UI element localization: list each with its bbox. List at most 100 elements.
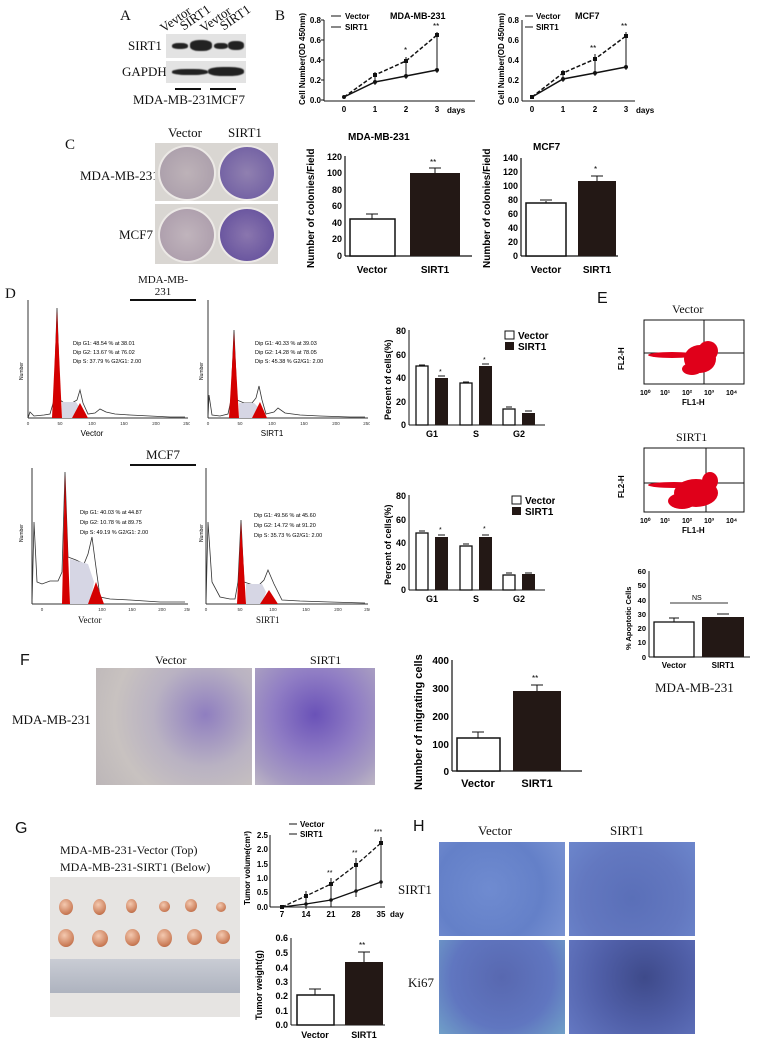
y-axis-label: Percent of cells(%) — [383, 504, 393, 585]
svg-text:7: 7 — [280, 910, 285, 919]
svg-text:100: 100 — [98, 607, 106, 612]
svg-text:250: 250 — [183, 421, 190, 426]
svg-text:0.0: 0.0 — [508, 96, 520, 105]
ihc-image-sirt1-vector — [439, 842, 565, 936]
migration-image-vector — [96, 668, 252, 785]
svg-text:SIRT1: SIRT1 — [300, 830, 323, 839]
svg-text:days: days — [447, 106, 466, 115]
flow-plot-sirt1: FL2-H 10⁰ 10¹ 10² 10³ 10⁴ FL1-H — [617, 447, 745, 535]
histogram-mda-sirt1: Number 0 50 100 150 200 250 Dip G1: 40.33 % a… — [199, 300, 370, 438]
svg-text:60: 60 — [396, 350, 406, 360]
y-axis-label: Cell Number(OD 450nm) — [497, 13, 506, 105]
svg-text:Vector: Vector — [518, 331, 549, 342]
svg-text:Dip S: 35.73 % G2/G1: 2.00: Dip S: 35.73 % G2/G1: 2.00 — [254, 533, 322, 539]
svg-text:Vector: Vector — [81, 429, 104, 438]
svg-text:100: 100 — [503, 181, 518, 191]
svg-text:50: 50 — [237, 607, 243, 612]
y-axis-label: Cell Number(OD 450nm) — [298, 13, 307, 105]
svg-text:**: ** — [433, 22, 439, 31]
histogram-mcf7-vector-label: Vector — [78, 615, 102, 625]
svg-text:Number: Number — [19, 524, 25, 542]
svg-text:150: 150 — [302, 607, 310, 612]
svg-text:0.0: 0.0 — [275, 1020, 288, 1030]
svg-text:100: 100 — [432, 740, 449, 751]
svg-text:10¹: 10¹ — [660, 390, 671, 397]
svg-text:0: 0 — [342, 105, 347, 114]
svg-text:**: ** — [590, 44, 596, 53]
svg-text:250: 250 — [184, 607, 190, 612]
chart-title: MDA-MB-231 — [348, 132, 410, 143]
chart-c-mda: MDA-MB-231 Number of colonies/Field 0 20 4… — [306, 132, 472, 268]
svg-text:10⁴: 10⁴ — [726, 518, 738, 525]
colony-plate-mda — [155, 143, 278, 201]
svg-text:0.8: 0.8 — [310, 16, 322, 25]
svg-text:*: * — [404, 46, 407, 55]
svg-text:Vector: Vector — [301, 1030, 329, 1040]
svg-text:10²: 10² — [682, 390, 693, 397]
svg-text:80: 80 — [396, 491, 406, 501]
svg-text:***: *** — [374, 829, 382, 836]
svg-text:2: 2 — [404, 105, 409, 114]
svg-text:60: 60 — [396, 515, 406, 525]
svg-text:1.5: 1.5 — [257, 860, 269, 869]
svg-text:40: 40 — [332, 218, 342, 228]
svg-text:80: 80 — [332, 185, 342, 195]
svg-text:SIRT1: SIRT1 — [518, 342, 547, 353]
svg-text:NS: NS — [692, 595, 702, 602]
svg-text:0.2: 0.2 — [310, 76, 322, 85]
svg-text:Dip G2: 14.28 % at 78.05: Dip G2: 14.28 % at 78.05 — [255, 350, 317, 356]
migration-col-vector: Vector — [155, 653, 187, 667]
svg-text:Dip S: 37.79 % G2/G1: 2.00: Dip S: 37.79 % G2/G1: 2.00 — [73, 359, 141, 365]
svg-text:140: 140 — [503, 153, 518, 163]
svg-text:Vector: Vector — [357, 265, 388, 276]
svg-text:60: 60 — [332, 201, 342, 211]
svg-text:60: 60 — [508, 209, 518, 219]
blot-row-label-sirt1: SIRT1 — [128, 38, 162, 53]
xenograft-caption-top: MDA-MB-231-Vector (Top) — [60, 843, 198, 857]
svg-text:Tumor weight(g): Tumor weight(g) — [254, 950, 264, 1020]
xenograft-caption-below: MDA-MB-231-SIRT1 (Below) — [60, 860, 211, 874]
svg-text:20: 20 — [332, 234, 342, 244]
svg-text:SIRT1: SIRT1 — [536, 23, 559, 32]
svg-text:20: 20 — [396, 397, 406, 407]
svg-text:G2: G2 — [513, 429, 525, 439]
svg-text:Vector: Vector — [461, 778, 495, 790]
migration-image-sirt1 — [255, 668, 375, 785]
svg-text:0: 0 — [530, 105, 535, 114]
chart-b-mcf7: MCF7 Cell Number(OD 450nm) 0.0 0.2 0.4 0.6 0… — [497, 11, 655, 115]
svg-text:0.4: 0.4 — [275, 963, 288, 973]
chart-d-mcf7-cycle: Percent of cells(%) 0 20 40 60 80 * * G1 S G2 V… — [383, 491, 555, 604]
svg-text:Vector: Vector — [300, 820, 324, 829]
svg-text:35: 35 — [377, 910, 386, 919]
svg-text:300: 300 — [432, 684, 449, 695]
svg-text:*: * — [439, 527, 442, 534]
svg-text:2.5: 2.5 — [257, 831, 269, 840]
migration-row-label: MDA-MB-231 — [12, 712, 91, 727]
panel-a-letter: A — [120, 8, 131, 24]
svg-text:0: 0 — [41, 607, 44, 612]
svg-text:20: 20 — [396, 562, 406, 572]
ihc-col-vector: Vector — [478, 823, 512, 838]
svg-text:14: 14 — [302, 910, 311, 919]
svg-text:**: ** — [327, 870, 333, 877]
svg-text:FL1-H: FL1-H — [682, 398, 705, 407]
svg-text:SIRT1: SIRT1 — [351, 1030, 377, 1040]
svg-text:0.1: 0.1 — [275, 1006, 288, 1016]
svg-text:Number of migrating cells: Number of migrating cells — [413, 654, 425, 790]
colony-row-mda: MDA-MB-231 — [80, 168, 159, 183]
svg-text:Number: Number — [199, 524, 205, 542]
svg-text:150: 150 — [128, 607, 136, 612]
chart-c-mcf7: MCF7 Number of colonies/Field 0 20 40 60 80 1… — [482, 142, 618, 276]
chart-d-mda-cycle: Percent of cells(%) 0 20 40 60 80 * * G1 S G2 V… — [383, 326, 549, 439]
svg-text:0.0: 0.0 — [257, 903, 269, 912]
svg-text:day: day — [390, 910, 404, 919]
svg-text:SIRT1: SIRT1 — [421, 265, 450, 276]
svg-text:SIRT1: SIRT1 — [521, 778, 552, 790]
svg-text:0: 0 — [205, 607, 208, 612]
svg-text:Dip G1: 40.03 % at 44.87: Dip G1: 40.03 % at 44.87 — [80, 510, 142, 516]
blot-sirt1 — [166, 34, 246, 58]
ihc-image-ki67-vector — [439, 940, 565, 1034]
svg-text:0.3: 0.3 — [275, 977, 288, 987]
svg-text:**: ** — [532, 674, 538, 683]
svg-text:200: 200 — [158, 607, 166, 612]
